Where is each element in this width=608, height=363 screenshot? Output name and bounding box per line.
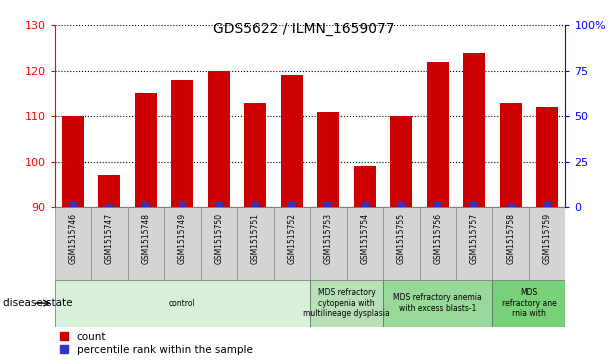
Bar bbox=[420, 207, 456, 280]
Bar bbox=[354, 166, 376, 207]
Text: GDS5622 / ILMN_1659077: GDS5622 / ILMN_1659077 bbox=[213, 22, 395, 36]
Text: GSM1515753: GSM1515753 bbox=[324, 213, 333, 264]
Bar bbox=[179, 203, 186, 207]
Bar bbox=[128, 207, 164, 280]
Text: GSM1515751: GSM1515751 bbox=[251, 213, 260, 264]
Bar bbox=[237, 207, 274, 280]
Bar bbox=[536, 107, 558, 207]
Bar bbox=[164, 207, 201, 280]
Bar bbox=[201, 207, 237, 280]
Bar bbox=[492, 207, 529, 280]
Bar bbox=[463, 53, 485, 207]
Bar bbox=[62, 116, 84, 207]
Text: GSM1515755: GSM1515755 bbox=[397, 213, 406, 264]
Bar bbox=[361, 203, 368, 207]
Bar bbox=[529, 207, 565, 280]
Text: disease state: disease state bbox=[3, 298, 72, 308]
Text: GSM1515746: GSM1515746 bbox=[69, 213, 77, 264]
Bar bbox=[91, 207, 128, 280]
Text: MDS refractory
cytopenia with
multilineage dysplasia: MDS refractory cytopenia with multilinea… bbox=[303, 288, 390, 318]
Bar bbox=[55, 207, 91, 280]
Bar bbox=[98, 175, 120, 207]
Bar bbox=[383, 207, 420, 280]
Bar bbox=[55, 280, 310, 327]
Bar bbox=[492, 280, 565, 327]
Bar bbox=[471, 203, 478, 207]
Bar bbox=[135, 93, 157, 207]
Text: GSM1515756: GSM1515756 bbox=[434, 213, 442, 264]
Text: GSM1515752: GSM1515752 bbox=[288, 213, 296, 264]
Bar bbox=[142, 203, 150, 207]
Bar bbox=[390, 116, 412, 207]
Bar bbox=[500, 102, 522, 207]
Text: MDS
refractory ane
rnia with: MDS refractory ane rnia with bbox=[502, 288, 556, 318]
Text: GSM1515747: GSM1515747 bbox=[105, 213, 114, 264]
Bar bbox=[69, 203, 77, 207]
Bar bbox=[310, 207, 347, 280]
Bar bbox=[252, 203, 259, 207]
Text: GSM1515749: GSM1515749 bbox=[178, 213, 187, 264]
Bar bbox=[434, 203, 441, 207]
Bar bbox=[106, 204, 113, 207]
Bar bbox=[244, 102, 266, 207]
Bar bbox=[456, 207, 492, 280]
Bar bbox=[274, 207, 310, 280]
Bar bbox=[317, 112, 339, 207]
Bar bbox=[171, 80, 193, 207]
Bar bbox=[288, 203, 295, 207]
Text: GSM1515757: GSM1515757 bbox=[470, 213, 478, 264]
Bar bbox=[347, 207, 383, 280]
Text: GSM1515750: GSM1515750 bbox=[215, 213, 223, 264]
Text: GSM1515754: GSM1515754 bbox=[361, 213, 369, 264]
Bar bbox=[281, 75, 303, 207]
Legend: count, percentile rank within the sample: count, percentile rank within the sample bbox=[60, 332, 252, 355]
Bar bbox=[427, 62, 449, 207]
Bar bbox=[383, 280, 492, 327]
Bar bbox=[208, 71, 230, 207]
Text: GSM1515758: GSM1515758 bbox=[506, 213, 515, 264]
Text: control: control bbox=[169, 299, 196, 307]
Bar bbox=[507, 204, 514, 207]
Bar bbox=[398, 203, 405, 207]
Bar bbox=[325, 203, 332, 207]
Text: MDS refractory anemia
with excess blasts-1: MDS refractory anemia with excess blasts… bbox=[393, 293, 482, 313]
Bar bbox=[544, 203, 551, 207]
Text: GSM1515748: GSM1515748 bbox=[142, 213, 150, 264]
Text: GSM1515759: GSM1515759 bbox=[543, 213, 551, 264]
Bar bbox=[215, 203, 223, 207]
Bar bbox=[310, 280, 383, 327]
